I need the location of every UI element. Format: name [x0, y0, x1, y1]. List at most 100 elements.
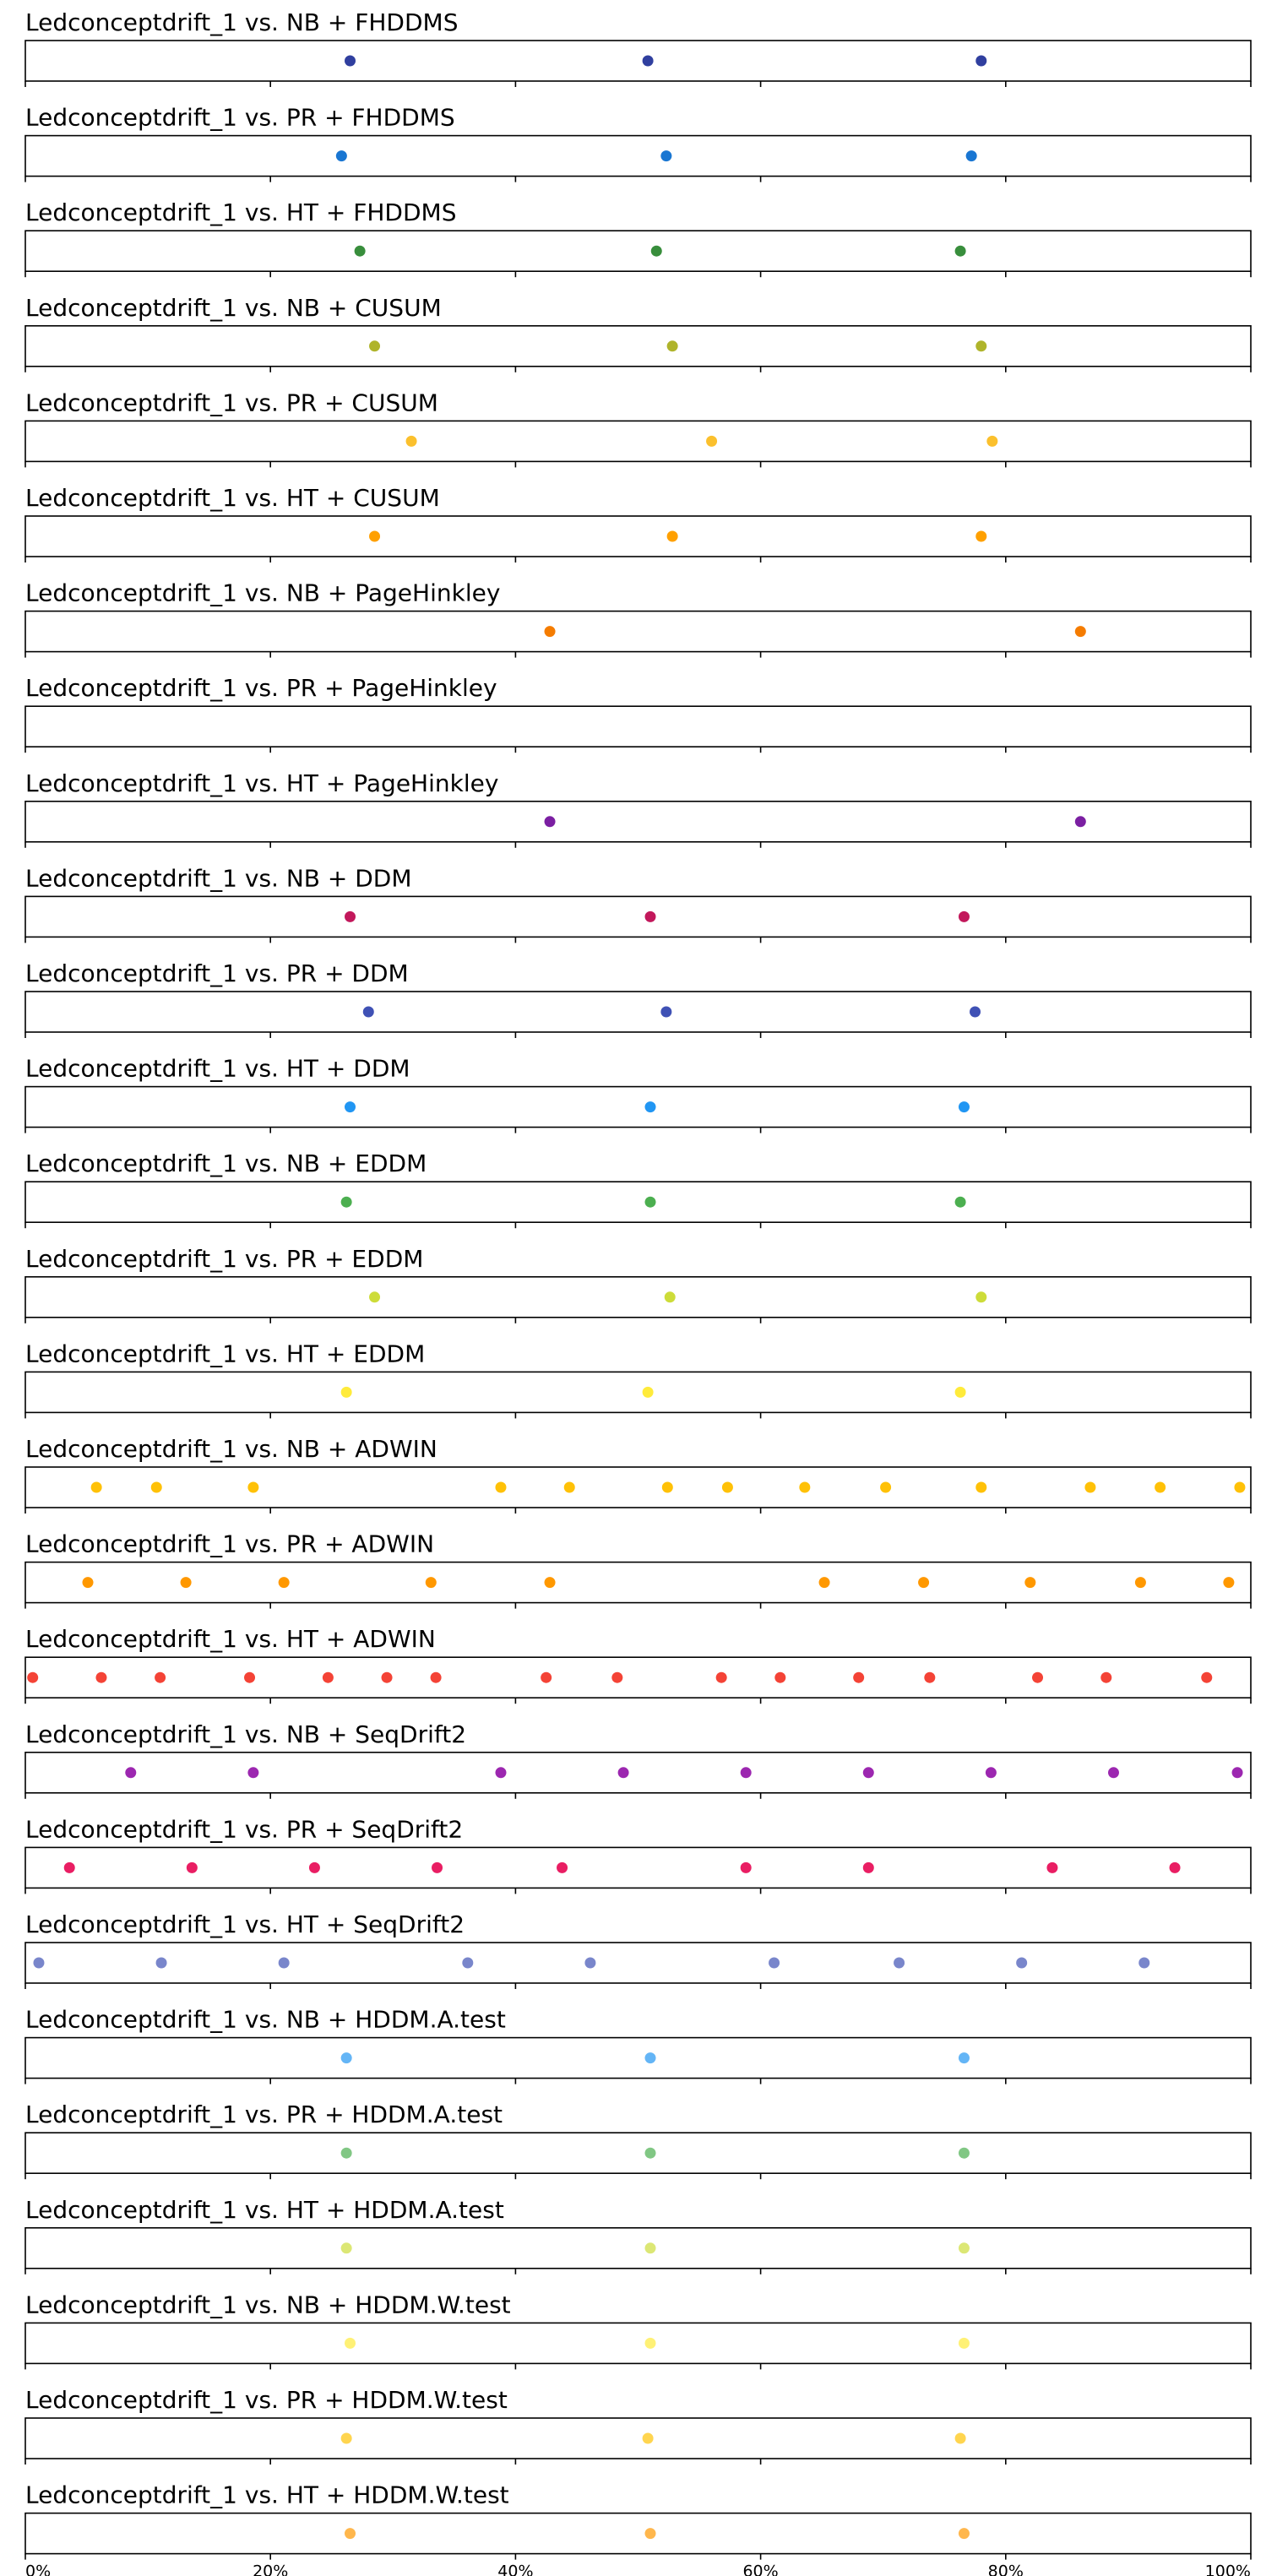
- drift-point: [544, 1577, 556, 1589]
- drift-point: [563, 1481, 575, 1493]
- subplot-frame: [24, 2322, 1252, 2365]
- drift-point: [557, 1861, 568, 1873]
- drift-point: [27, 1671, 39, 1683]
- subplot-title: Ledconceptdrift_1 vs. HT + HDDM.W.test: [25, 2481, 509, 2509]
- drift-point: [541, 1671, 552, 1683]
- drift-point: [721, 1481, 733, 1493]
- drift-point: [642, 2432, 654, 2444]
- drift-point: [63, 1861, 75, 1873]
- drift-point: [985, 1767, 997, 1779]
- drift-point: [405, 435, 417, 447]
- drift-point: [644, 2052, 656, 2064]
- drift-point: [155, 1671, 166, 1683]
- drift-point: [244, 1671, 256, 1683]
- drift-point: [666, 340, 678, 352]
- drift-point: [958, 2337, 970, 2349]
- drift-point: [345, 1101, 356, 1113]
- subplot-title: Ledconceptdrift_1 vs. PR + PageHinkley: [25, 674, 497, 702]
- drift-point: [740, 1767, 752, 1779]
- drift-point: [1138, 1957, 1150, 1969]
- drift-point: [354, 245, 366, 257]
- drift-point: [975, 55, 987, 67]
- subplot-frame: [24, 705, 1252, 748]
- subplot-title: Ledconceptdrift_1 vs. HT + HDDM.A.test: [25, 2196, 504, 2224]
- drift-point: [924, 1671, 936, 1683]
- subplot-title: Ledconceptdrift_1 vs. NB + HDDM.W.test: [25, 2291, 511, 2318]
- subplot-title: Ledconceptdrift_1 vs. PR + CUSUM: [25, 389, 438, 416]
- drift-point: [954, 2432, 966, 2444]
- drift-point: [340, 2432, 352, 2444]
- drift-point: [818, 1577, 830, 1589]
- drift-point: [617, 1767, 629, 1779]
- drift-point: [644, 1101, 656, 1113]
- subplot-frame: [24, 895, 1252, 938]
- drift-point: [958, 910, 970, 922]
- subplot-title: Ledconceptdrift_1 vs. HT + DDM: [25, 1055, 410, 1083]
- drift-point: [369, 1291, 381, 1303]
- subplot-frame: [24, 1846, 1252, 1889]
- subplot-title: Ledconceptdrift_1 vs. NB + CUSUM: [25, 294, 442, 322]
- subplot-title: Ledconceptdrift_1 vs. NB + ADWIN: [25, 1435, 437, 1463]
- subplot-title: Ledconceptdrift_1 vs. PR + FHDDMS: [25, 104, 455, 132]
- drift-point: [862, 1861, 874, 1873]
- drift-point: [799, 1481, 811, 1493]
- drift-point: [381, 1671, 393, 1683]
- x-tick-label: 60%: [742, 2562, 778, 2576]
- drift-point: [1155, 1481, 1166, 1493]
- x-tick-label: 40%: [497, 2562, 533, 2576]
- drift-point: [95, 1671, 107, 1683]
- drift-point: [278, 1957, 290, 1969]
- drift-point: [369, 530, 381, 542]
- drift-point: [544, 816, 556, 828]
- drift-point: [180, 1577, 192, 1589]
- drift-point: [335, 150, 347, 162]
- drift-point: [82, 1577, 94, 1589]
- drift-point: [1046, 1861, 1058, 1873]
- drift-point: [644, 2242, 656, 2254]
- drift-point: [362, 1006, 374, 1018]
- drift-point: [666, 530, 678, 542]
- drift-point: [965, 150, 977, 162]
- drift-point: [611, 1671, 623, 1683]
- drift-point: [954, 1386, 966, 1398]
- subplot-frame: [24, 515, 1252, 557]
- subplot-title: Ledconceptdrift_1 vs. HT + EDDM: [25, 1340, 425, 1367]
- drift-point: [918, 1577, 930, 1589]
- drift-point: [1134, 1577, 1146, 1589]
- subplot-title: Ledconceptdrift_1 vs. PR + SeqDrift2: [25, 1815, 463, 1843]
- drift-point: [644, 2337, 656, 2349]
- subplot-frame: [24, 610, 1252, 653]
- subplot-title: Ledconceptdrift_1 vs. NB + EDDM: [25, 1149, 427, 1177]
- drift-point: [958, 2147, 970, 2159]
- subplot-frame: [24, 1752, 1252, 1794]
- drift-point: [894, 1957, 905, 1969]
- subplot-title: Ledconceptdrift_1 vs. PR + HDDM.A.test: [25, 2100, 503, 2128]
- subplot-frame: [24, 2512, 1252, 2555]
- drift-point: [774, 1671, 786, 1683]
- drift-point: [308, 1861, 320, 1873]
- drift-point: [432, 1861, 443, 1873]
- drift-point: [880, 1481, 892, 1493]
- subplot-frame: [24, 1181, 1252, 1223]
- subplot-title: Ledconceptdrift_1 vs. HT + CUSUM: [25, 484, 440, 512]
- drift-point: [340, 2242, 352, 2254]
- subplot-frame: [24, 40, 1252, 82]
- drift-point: [954, 1196, 966, 1208]
- subplot-frame: [24, 800, 1252, 843]
- drift-point: [345, 2337, 356, 2349]
- drift-point: [584, 1957, 596, 1969]
- drift-point: [33, 1957, 45, 1969]
- subplot-title: Ledconceptdrift_1 vs. NB + PageHinkley: [25, 579, 500, 607]
- subplot-title: Ledconceptdrift_1 vs. HT + ADWIN: [25, 1625, 436, 1653]
- drift-point: [664, 1291, 676, 1303]
- drift-point: [1107, 1767, 1119, 1779]
- subplot-title: Ledconceptdrift_1 vs. HT + SeqDrift2: [25, 1910, 465, 1938]
- drift-point: [975, 530, 987, 542]
- subplot-frame: [24, 1561, 1252, 1604]
- subplot-title: Ledconceptdrift_1 vs. HT + PageHinkley: [25, 769, 498, 797]
- drift-point: [345, 910, 356, 922]
- x-tick-label: 100%: [1205, 2562, 1251, 2576]
- subplot-frame: [24, 1656, 1252, 1698]
- drift-point: [958, 2242, 970, 2254]
- drift-point: [1201, 1671, 1213, 1683]
